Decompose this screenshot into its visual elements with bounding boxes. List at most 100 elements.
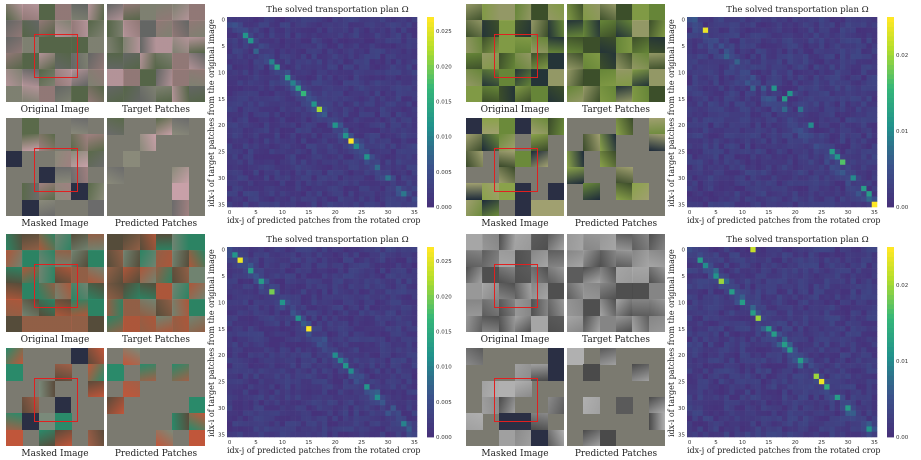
- heatmap-cell: [776, 106, 783, 113]
- heatmap-cell: [755, 352, 762, 359]
- heatmap-cell: [813, 352, 820, 359]
- heatmap-cell: [390, 138, 397, 144]
- heatmap-cell: [353, 389, 360, 396]
- heatmap-cell: [723, 143, 730, 150]
- heatmap-cell: [755, 191, 762, 197]
- heatmap-cell: [242, 415, 249, 422]
- heatmap-cell: [745, 191, 751, 197]
- heatmap-cell: [374, 59, 381, 65]
- heatmap-cell: [279, 117, 286, 123]
- heatmap-cell: [871, 112, 878, 118]
- heatmap-cell: [316, 22, 323, 28]
- heatmap-cell: [327, 196, 333, 203]
- heatmap-cell: [787, 27, 793, 34]
- heatmap-cell: [364, 122, 370, 129]
- heatmap-cell: [824, 122, 830, 129]
- heatmap-cell: [316, 191, 323, 197]
- heatmap-cell: [232, 384, 238, 390]
- heatmap-cell: [866, 85, 873, 92]
- heatmap-cell: [760, 180, 767, 187]
- heatmap-cell: [401, 85, 407, 92]
- heatmap-cell: [834, 133, 841, 139]
- heatmap-cell: [818, 75, 825, 81]
- heatmap-cell: [311, 143, 318, 150]
- heatmap-cell: [248, 347, 254, 353]
- heatmap-cell: [850, 138, 857, 144]
- heatmap-cell: [358, 405, 365, 411]
- x-tick-label: 15: [305, 440, 312, 446]
- heatmap-cell: [358, 352, 365, 359]
- heatmap-cell: [818, 143, 825, 150]
- heatmap-cell: [300, 32, 307, 39]
- heatmap-cell: [353, 283, 360, 290]
- heatmap-cell: [380, 384, 386, 390]
- heatmap-cell: [374, 363, 381, 369]
- heatmap-cell: [337, 53, 344, 60]
- heatmap-cell: [353, 268, 360, 274]
- heatmap-cell: [253, 191, 259, 197]
- heatmap-cell: [406, 154, 413, 160]
- heatmap-cell: [332, 421, 339, 427]
- heatmap-cell: [237, 90, 244, 97]
- heatmap-cell: [369, 53, 376, 60]
- heatmap-cell: [316, 342, 323, 348]
- heatmap-cell: [855, 64, 862, 71]
- heatmap-cell: [285, 273, 291, 279]
- heatmap-cell: [285, 378, 291, 385]
- heatmap-cell: [364, 410, 370, 417]
- heatmap-cell: [322, 410, 328, 417]
- heatmap-cell: [760, 170, 767, 176]
- heatmap-cell: [248, 257, 254, 264]
- heatmap-cell: [829, 143, 836, 150]
- heatmap-cell: [745, 326, 751, 332]
- heatmap-cell: [306, 59, 312, 65]
- heatmap-cell: [385, 133, 391, 139]
- heatmap-cell: [390, 22, 397, 28]
- heatmap-cell: [258, 175, 265, 181]
- heatmap-cell: [792, 257, 799, 264]
- heatmap-cell: [316, 75, 323, 81]
- colorbar-segment: [427, 427, 434, 433]
- colorbar-segment: [427, 135, 434, 141]
- heatmap-cell: [718, 357, 725, 364]
- heatmap-cell: [834, 278, 841, 285]
- heatmap-cell: [729, 252, 735, 258]
- heatmap-cell: [358, 59, 365, 65]
- heatmap-cell: [322, 175, 328, 181]
- heatmap-cell: [808, 196, 814, 203]
- heatmap-cell: [871, 278, 878, 285]
- heatmap-cell: [845, 22, 851, 28]
- heatmap-cell: [316, 378, 323, 385]
- heatmap-cell: [337, 180, 344, 187]
- heatmap-cell: [750, 283, 756, 290]
- heatmap-cell: [311, 320, 318, 327]
- heatmap-cell: [708, 133, 714, 139]
- heatmap-cell: [269, 421, 275, 427]
- heatmap-cell: [322, 38, 328, 44]
- heatmap-cell: [237, 347, 244, 353]
- heatmap-cell: [327, 384, 333, 390]
- heatmap-cell: [258, 315, 265, 322]
- heatmap-cell: [840, 326, 846, 332]
- heatmap-cell: [322, 43, 328, 49]
- heatmap-cell: [834, 326, 841, 332]
- heatmap-cell: [348, 315, 354, 322]
- heatmap-cell: [829, 180, 836, 187]
- heatmap-cell: [766, 326, 772, 332]
- heatmap-cell: [258, 252, 265, 258]
- heatmap-cell: [766, 262, 772, 269]
- heatmap-cell: [792, 53, 799, 60]
- heatmap-cell: [760, 117, 767, 123]
- heatmap-cell: [729, 175, 735, 181]
- heatmap-cell: [729, 262, 735, 269]
- heatmap-cell: [385, 305, 391, 311]
- heatmap-cell: [253, 336, 259, 343]
- heatmap-cell: [739, 310, 746, 316]
- heatmap-cell: [766, 185, 772, 192]
- heatmap-cell: [348, 273, 354, 279]
- heatmap-cell: [697, 106, 704, 113]
- heatmap-cell: [411, 342, 418, 348]
- heatmap-cell: [306, 32, 312, 39]
- heatmap-cell: [850, 315, 857, 322]
- heatmap-cell: [824, 268, 830, 274]
